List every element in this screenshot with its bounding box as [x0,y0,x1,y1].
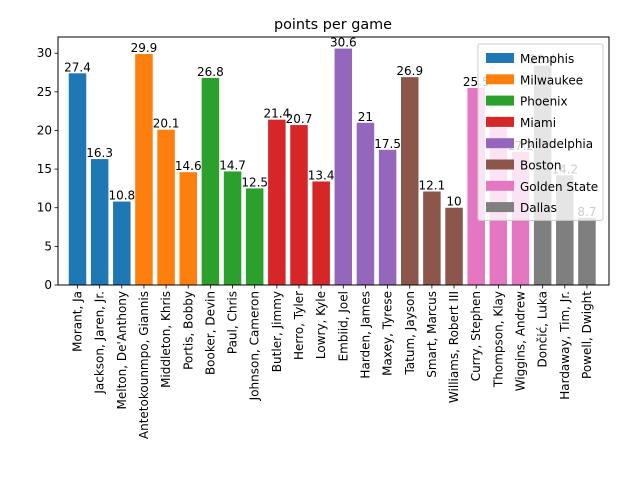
bar [356,122,375,285]
legend-label: Phoenix [520,95,568,109]
plot-frame [57,36,610,286]
bar [157,129,175,285]
x-tick-label: Booker, Devin [203,291,217,375]
x-tick-label: Harden, James [358,291,372,379]
bar [334,48,353,286]
data-label: 26.9 [396,64,423,78]
x-tick-label: Jackson, Jaren, Jr. [93,291,107,395]
bar [423,191,441,285]
y-tick-label: 0 [44,278,52,292]
x-axis: Morant, Ja Jackson, Jaren, Jr. Melton, De'… [71,285,594,439]
bar [90,159,109,285]
y-tick-label: 15 [37,162,52,176]
data-label: 26.8 [197,65,224,79]
data-label: 13.4 [308,168,335,182]
legend-swatch [486,138,514,149]
x-tick-label: Lowry, Kyle [314,291,328,359]
x-tick-label: Johnson, Cameron [248,291,262,401]
legend: Memphis Milwaukee Phoenix Miami Philadelphia… [477,43,604,221]
x-tick-label: Maxey, Tyrese [381,291,395,376]
x-tick-label: Portis, Bobby [181,291,195,370]
y-tick-label: 20 [37,123,52,137]
y-tick-label: 10 [37,201,52,215]
data-label: 14.6 [175,159,202,173]
x-tick-label: Powell, Dwight [580,291,594,379]
data-label: 10.8 [108,189,135,203]
bar [179,172,197,285]
data-label: 29.9 [131,41,158,55]
legend-label: Memphis [520,52,574,66]
data-label: 20.1 [153,117,180,131]
x-tick-label: Embiid, Joel [336,291,350,361]
x-tick-label: Wiggins, Andrew [514,291,528,391]
bar [268,119,286,286]
x-tick-label: Morant, Ja [71,291,85,352]
chart-title: points per game [274,17,392,33]
legend-label: Miami [520,116,556,130]
bar [135,53,153,285]
legend-swatch [486,202,514,213]
data-label: 12.1 [419,179,446,193]
legend-swatch [486,53,514,63]
data-label: 12.5 [241,175,268,189]
bar [445,207,463,285]
data-label: 27.4 [64,60,91,74]
data-label: 14.7 [219,158,246,172]
legend-label: Golden State [520,180,598,194]
data-label: 21.4 [263,107,290,121]
legend-swatch [486,116,514,127]
legend-label: Milwaukee [520,73,583,87]
legend-label: Boston [520,159,561,173]
x-tick-label: Tatum, Jayson [403,291,417,376]
data-label: 30.6 [330,36,357,50]
data-label: 21 [358,110,373,124]
x-tick-label: Melton, De'Anthony [115,291,129,409]
data-label: 10 [446,195,461,209]
bars-group [68,48,596,286]
bar [223,171,242,285]
legend-swatch [486,95,514,106]
legend-box [477,43,604,221]
bar [578,217,596,285]
legend-label: Dallas [520,201,557,215]
x-tick-label: Antetokounmpo, Giannis [137,291,151,439]
bar [290,125,308,285]
bar [68,73,87,285]
bar [312,181,330,285]
x-tick-label: Curry, Stephen [469,291,483,381]
legend-swatch [486,74,514,85]
x-tick-label: Thompson, Klay [491,291,505,388]
y-tick-label: 30 [37,46,52,60]
x-tick-label: Smart, Marcus [425,291,439,378]
data-label: 17.5 [374,137,401,151]
x-tick-label: Dončić, Luka [536,291,550,368]
x-tick-label: Herro, Tyler [292,291,306,360]
x-tick-label: Williams, Robert III [447,291,461,403]
x-tick-label: Butler, Jimmy [270,291,284,372]
x-tick-label: Middleton, Khris [159,291,173,388]
legend-label: Philadelphia [520,137,593,151]
bar [401,77,419,285]
y-axis: 0 5 10 15 20 25 30 [37,46,58,292]
bar [245,188,264,285]
x-tick-label: Hardaway, Tim, Jr. [558,291,572,400]
y-tick-label: 25 [37,85,52,99]
bar [113,201,131,285]
data-label: 16.3 [86,146,113,160]
data-label: 20.7 [286,112,313,126]
y-tick-label: 5 [44,239,52,253]
legend-swatch [486,180,514,191]
bar [201,77,220,285]
bar [378,149,397,285]
x-tick-label: Paul, Chris [226,291,240,354]
legend-swatch [486,159,514,170]
